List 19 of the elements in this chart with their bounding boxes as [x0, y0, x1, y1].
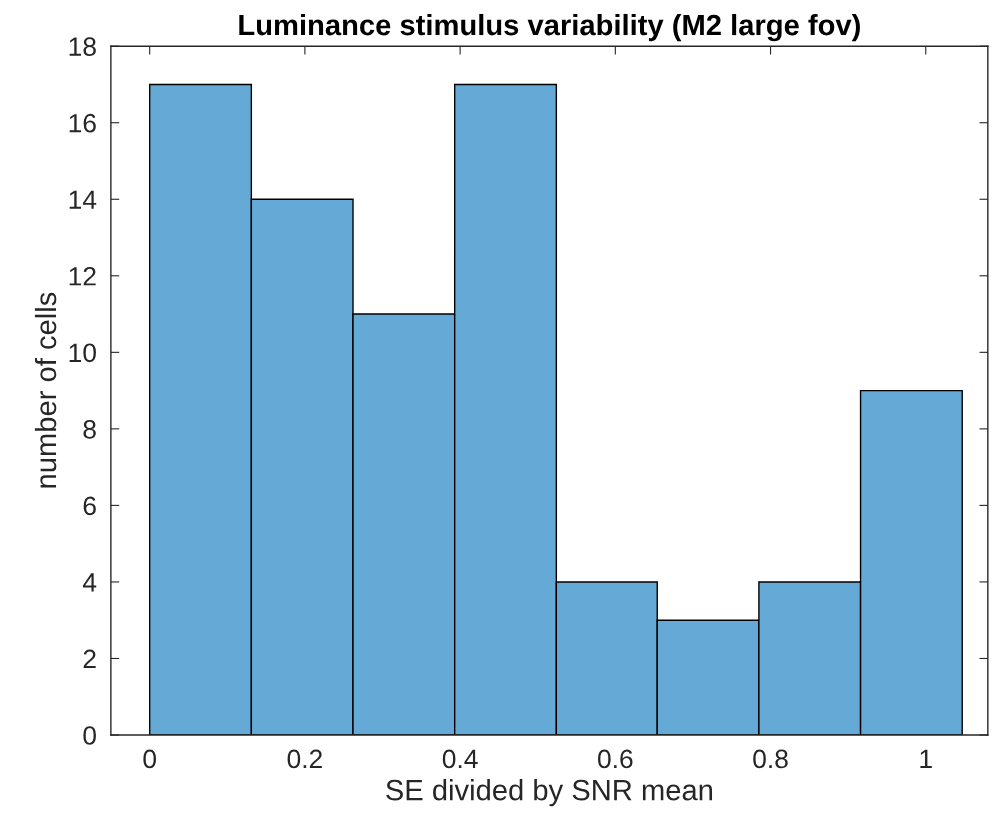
chart-title: Luminance stimulus variability (M2 large fov) — [239, 13, 860, 42]
y-tick-label: 4 — [82, 573, 97, 592]
y-tick-label: 0 — [83, 726, 96, 745]
x-tick-label: 0 — [143, 749, 156, 769]
x-tick-label: 0.4 — [442, 749, 478, 769]
y-axis-title: number of cells — [34, 292, 57, 488]
y-tick-label: 6 — [83, 496, 96, 516]
x-tick-label: 1 — [920, 749, 932, 769]
y-tick-label: 16 — [69, 113, 96, 133]
x-axis-title: SE divided by SNR mean — [386, 779, 713, 807]
y-tick-label: 2 — [83, 649, 96, 669]
x-tick-label: 0.6 — [598, 749, 633, 769]
x-tick-label: 0.2 — [287, 749, 322, 769]
y-tick-label: 14 — [69, 190, 97, 209]
y-tick-label: 18 — [69, 37, 96, 57]
y-tick-label: 8 — [83, 420, 96, 439]
y-tick-label: 10 — [69, 343, 96, 363]
x-tick-label: 0.8 — [753, 749, 788, 769]
y-tick-label: 12 — [69, 266, 96, 286]
